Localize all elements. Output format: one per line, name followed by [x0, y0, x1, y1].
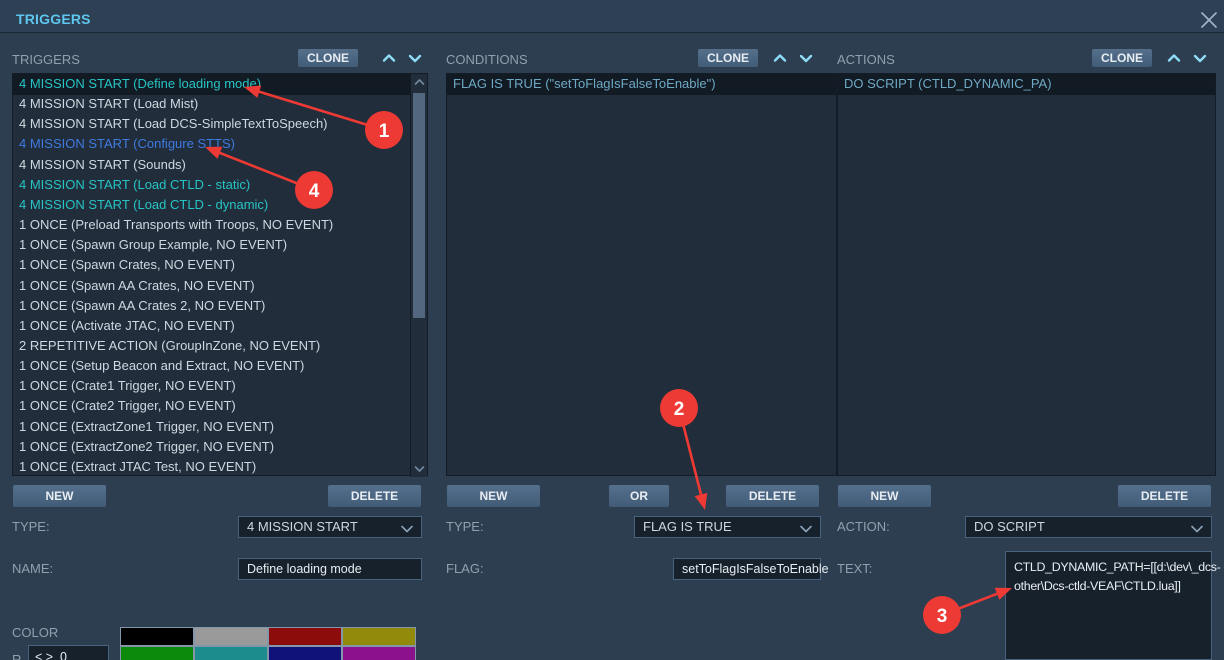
svg-text:1: 1: [379, 121, 390, 142]
svg-text:2: 2: [674, 399, 685, 420]
svg-text:3: 3: [937, 606, 948, 627]
svg-text:4: 4: [309, 181, 320, 202]
